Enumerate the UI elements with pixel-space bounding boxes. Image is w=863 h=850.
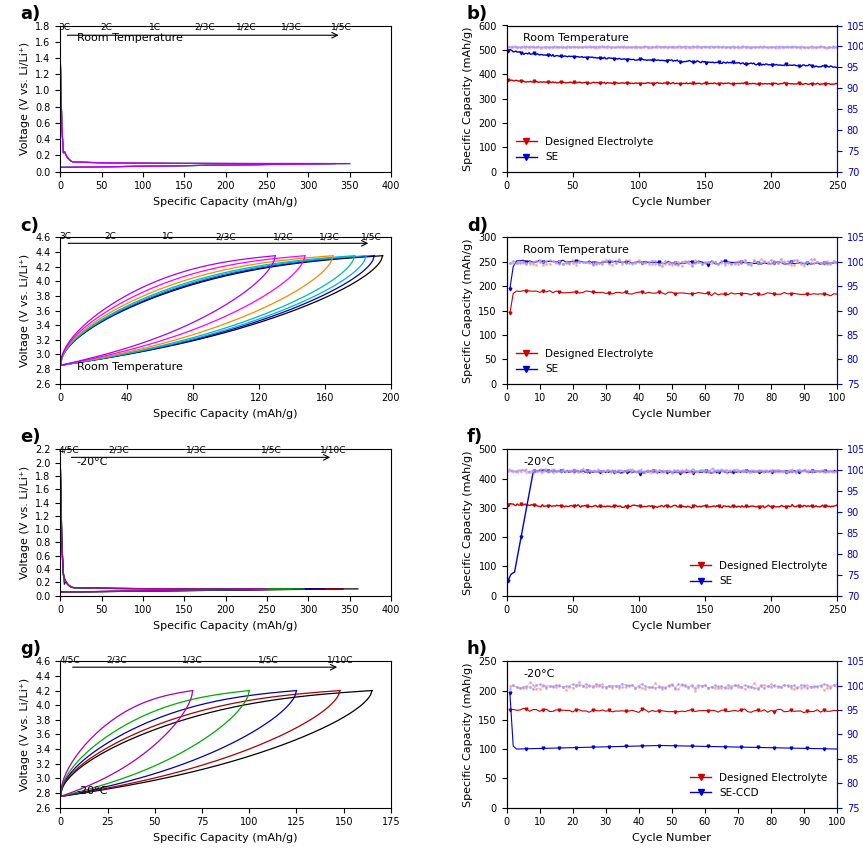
Text: a): a)	[21, 4, 41, 23]
X-axis label: Specific Capacity (mAh/g): Specific Capacity (mAh/g)	[154, 409, 298, 419]
Text: 1/10C: 1/10C	[327, 656, 353, 665]
Text: -20°C: -20°C	[77, 785, 109, 796]
Text: 4/5C: 4/5C	[60, 656, 80, 665]
Text: 2C: 2C	[104, 232, 116, 241]
Text: 3C: 3C	[59, 23, 71, 32]
Text: g): g)	[21, 640, 41, 659]
Text: f): f)	[467, 428, 483, 446]
Text: 1/5C: 1/5C	[261, 445, 281, 455]
Text: -20°C: -20°C	[523, 456, 555, 467]
Text: 1C: 1C	[149, 23, 161, 32]
Text: d): d)	[467, 217, 488, 235]
Text: b): b)	[467, 4, 488, 23]
Text: 1/2C: 1/2C	[274, 232, 293, 241]
Text: 1/3C: 1/3C	[186, 445, 207, 455]
Y-axis label: Specific Capacity (mAh/g): Specific Capacity (mAh/g)	[463, 26, 473, 171]
Text: -20°C: -20°C	[523, 669, 555, 678]
Legend: Designed Electrolyte, SE: Designed Electrolyte, SE	[512, 133, 658, 167]
X-axis label: Specific Capacity (mAh/g): Specific Capacity (mAh/g)	[154, 833, 298, 843]
Y-axis label: Specific Capacity (mAh/g): Specific Capacity (mAh/g)	[463, 662, 473, 807]
Text: 2C: 2C	[100, 23, 112, 32]
X-axis label: Cycle Number: Cycle Number	[633, 620, 711, 631]
Text: 1/5C: 1/5C	[361, 232, 381, 241]
Y-axis label: Specific Capacity (mAh/g): Specific Capacity (mAh/g)	[463, 238, 473, 382]
Text: Room Temperature: Room Temperature	[77, 362, 183, 372]
Text: e): e)	[21, 428, 41, 446]
X-axis label: Specific Capacity (mAh/g): Specific Capacity (mAh/g)	[154, 620, 298, 631]
Text: 1/5C: 1/5C	[258, 656, 279, 665]
Text: 4/5C: 4/5C	[59, 445, 79, 455]
Text: c): c)	[21, 217, 40, 235]
Legend: Designed Electrolyte, SE: Designed Electrolyte, SE	[686, 557, 832, 591]
Y-axis label: Voltage (V vs. Li/Li⁺): Voltage (V vs. Li/Li⁺)	[20, 677, 29, 791]
Text: 1/3C: 1/3C	[319, 232, 340, 241]
Legend: Designed Electrolyte, SE: Designed Electrolyte, SE	[512, 345, 658, 378]
Text: h): h)	[467, 640, 488, 659]
Y-axis label: Specific Capacity (mAh/g): Specific Capacity (mAh/g)	[463, 450, 473, 595]
Legend: Designed Electrolyte, SE-CCD: Designed Electrolyte, SE-CCD	[686, 768, 832, 802]
X-axis label: Cycle Number: Cycle Number	[633, 197, 711, 207]
Text: 1/3C: 1/3C	[182, 656, 203, 665]
Text: 1/10C: 1/10C	[320, 445, 346, 455]
X-axis label: Specific Capacity (mAh/g): Specific Capacity (mAh/g)	[154, 197, 298, 207]
Y-axis label: Voltage (V vs. Li/Li⁺): Voltage (V vs. Li/Li⁺)	[20, 42, 29, 156]
Text: 2/3C: 2/3C	[216, 232, 236, 241]
Text: 2/3C: 2/3C	[195, 23, 216, 32]
Text: 3C: 3C	[60, 232, 72, 241]
Text: 1/3C: 1/3C	[281, 23, 302, 32]
Text: -20°C: -20°C	[77, 456, 109, 467]
Text: Room Temperature: Room Temperature	[523, 33, 629, 42]
Text: 2/3C: 2/3C	[107, 656, 128, 665]
Text: 2/3C: 2/3C	[108, 445, 129, 455]
Y-axis label: Voltage (V vs. Li/Li⁺): Voltage (V vs. Li/Li⁺)	[20, 466, 29, 579]
Y-axis label: Voltage (V vs. Li/Li⁺): Voltage (V vs. Li/Li⁺)	[20, 254, 29, 367]
X-axis label: Cycle Number: Cycle Number	[633, 409, 711, 419]
Text: Room Temperature: Room Temperature	[523, 245, 629, 255]
Text: Room Temperature: Room Temperature	[77, 33, 183, 42]
Text: 1/5C: 1/5C	[331, 23, 352, 32]
Text: 1C: 1C	[162, 232, 173, 241]
X-axis label: Cycle Number: Cycle Number	[633, 833, 711, 843]
Text: 1/2C: 1/2C	[236, 23, 256, 32]
